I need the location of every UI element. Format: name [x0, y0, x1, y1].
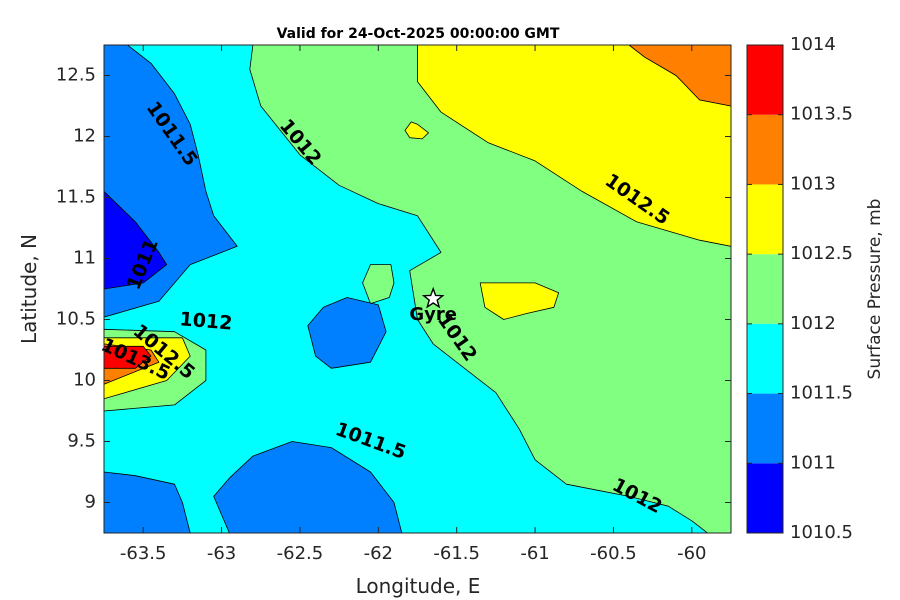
contour-region: [307, 297, 387, 369]
y-axis-label: Latitude, N: [17, 234, 41, 344]
colorbar-tick-label: 1012: [790, 313, 836, 334]
colorbar-segment: [747, 393, 783, 464]
contour-region: [104, 471, 191, 533]
colorbar-label: Surface Pressure, mb: [865, 199, 885, 380]
contour-region: [104, 190, 168, 290]
colorbar-frame: [746, 44, 784, 534]
star-icon: [421, 286, 445, 309]
contour-region: [628, 45, 731, 107]
colorbar-tick-label: 1014: [790, 34, 836, 55]
contour-region: [104, 345, 152, 369]
y-tick-label: 9.5: [67, 431, 96, 452]
colorbar-segment: [747, 323, 783, 394]
contour-fill-regions: [104, 45, 731, 533]
x-tick-label: -61: [520, 543, 549, 564]
gyre-marker: Gyre: [409, 286, 457, 325]
y-tick-label: 12.5: [56, 65, 96, 86]
contour-region: [213, 441, 403, 533]
y-tick-label: 9: [85, 492, 96, 513]
x-tick-label: -63.5: [120, 543, 167, 564]
x-tick-label: -63: [207, 543, 236, 564]
y-tick-label: 11.5: [56, 187, 96, 208]
colorbar-tick-label: 1013.5: [790, 104, 853, 125]
x-tick-label: -60.5: [590, 543, 637, 564]
x-axis-ticks: -63.5 -63 -62.5 -62 -61.5 -61 -60.5 -60: [120, 45, 707, 564]
colorbar-segment: [747, 114, 783, 185]
y-tick-label: 10.5: [56, 309, 96, 330]
x-tick-label: -61.5: [433, 543, 480, 564]
contour-region: [479, 282, 559, 320]
x-tick-label: -62.5: [277, 543, 324, 564]
y-tick-label: 12: [73, 126, 96, 147]
y-tick-label: 11: [73, 248, 96, 269]
colorbar: 1010.5 1011 1011.5 1012 1012.5 1013 1013.5 1014: [746, 34, 853, 543]
x-tick-label: -62: [364, 543, 393, 564]
colorbar-tick-label: 1012.5: [790, 243, 853, 264]
y-tick-label: 10: [73, 370, 96, 391]
colorbar-tick-label: 1011: [790, 452, 836, 473]
contour-region: [362, 264, 395, 305]
contour-label: 1012: [179, 308, 234, 335]
y-axis-ticks: 9 9.5 10 10.5 11 11.5 12 12.5: [56, 65, 731, 513]
plot-frame: [103, 44, 732, 534]
x-tick-label: -60: [677, 543, 706, 564]
gyre-label: Gyre: [409, 304, 457, 325]
colorbar-segment: [747, 463, 783, 533]
colorbar-tick-label: 1011.5: [790, 383, 853, 404]
x-axis-label: Longitude, E: [356, 574, 481, 598]
colorbar-segment: [747, 184, 783, 255]
colorbar-tick-label: 1010.5: [790, 522, 853, 543]
colorbar-tick-label: 1013: [790, 173, 836, 194]
colorbar-segment: [747, 254, 783, 324]
chart-title: Valid for 24-Oct-2025 00:00:00 GMT: [277, 26, 560, 42]
contour-region: [404, 121, 429, 140]
colorbar-segment: [747, 45, 783, 115]
